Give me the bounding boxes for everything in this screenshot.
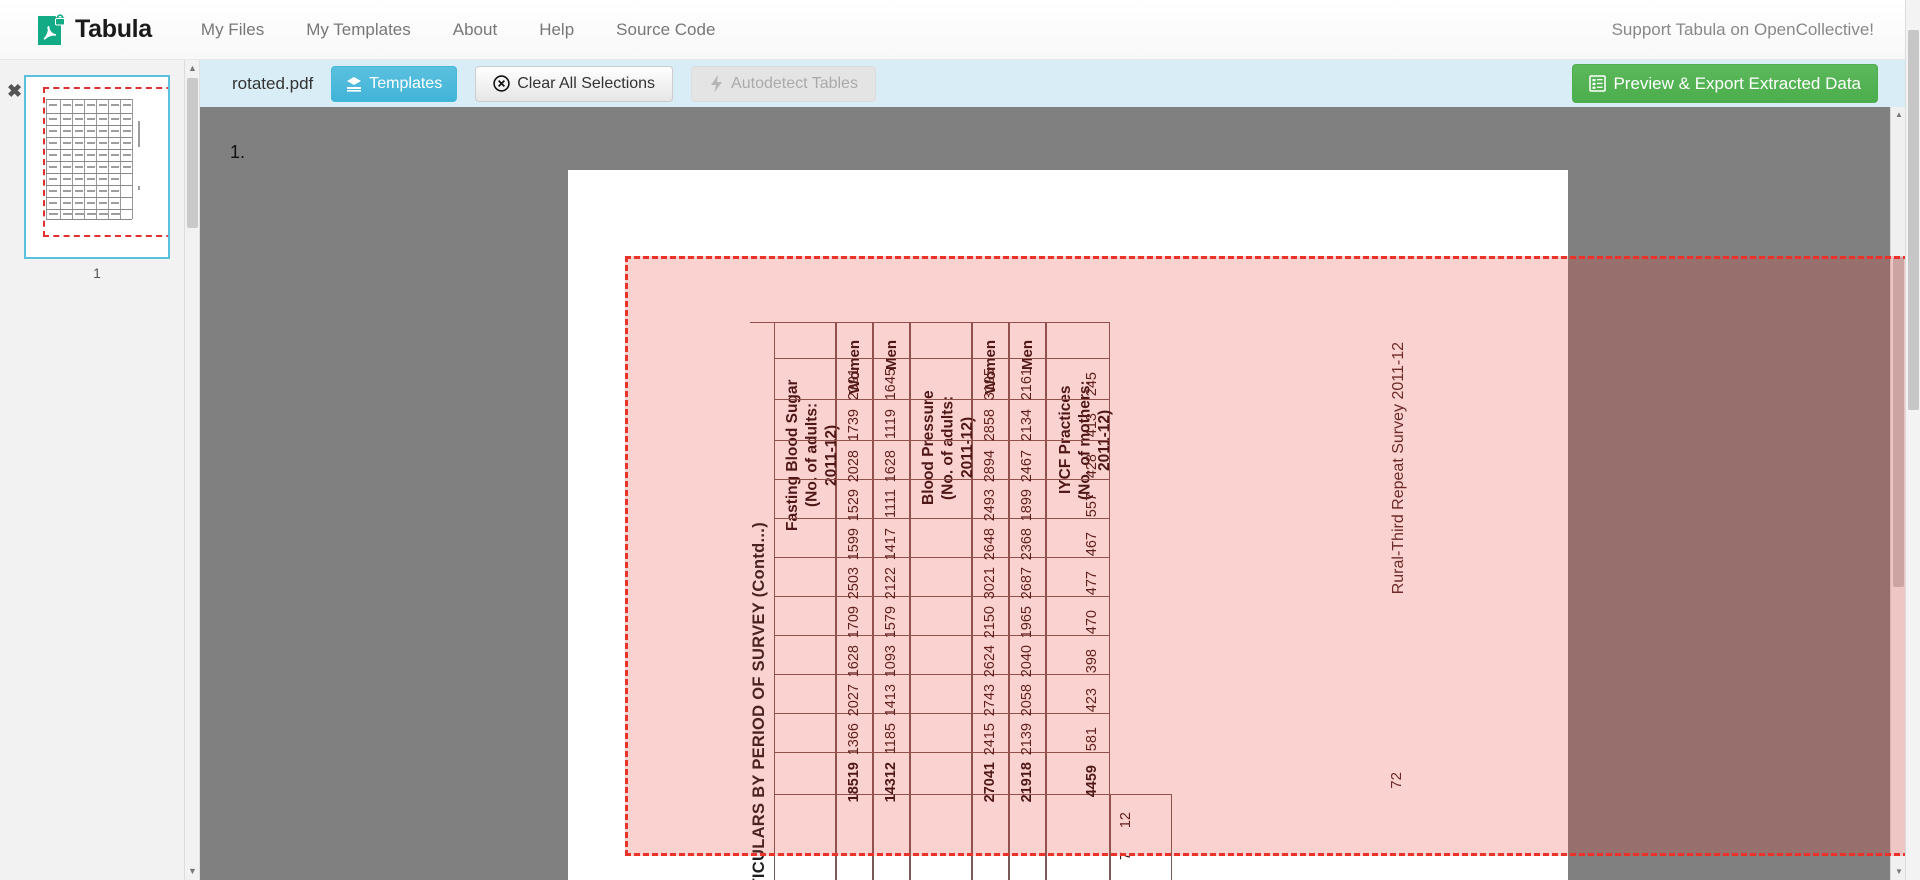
support-opencollective-link[interactable]: Support Tabula on OpenCollective! [1611, 19, 1874, 39]
table-selection-rect[interactable]: ✖ [625, 256, 1905, 856]
viewer-scroll-up-icon[interactable]: ▲ [1895, 110, 1903, 119]
pdf-lock-icon [36, 13, 66, 47]
sidebar-scroll-thumb[interactable] [187, 78, 198, 228]
subcol-fbs-men [873, 322, 910, 880]
viewer-scroll-thumb[interactable] [1893, 257, 1904, 587]
nav-links: My Files My Templates About Help Source … [180, 0, 736, 60]
thumbnail-preview-content [46, 91, 154, 233]
group-iycf-practices: IYCF Practices (No. of mothers: 2011-12) [1046, 322, 1113, 880]
thumbnail-wrap: 1 [24, 75, 170, 281]
nav-source-code[interactable]: Source Code [616, 19, 716, 39]
thumbnail-selection-rect [43, 87, 168, 237]
pdf-viewer: 1. PARTICULARS BY PERIOD OF SURVEY (Cont… [200, 107, 1905, 880]
window-scroll-thumb[interactable] [1908, 30, 1919, 410]
circle-x-icon [493, 75, 510, 92]
brand-logo-link[interactable]: Tabula [36, 13, 152, 47]
clear-all-selections-button[interactable]: Clear All Selections [475, 65, 674, 102]
group-blood-pressure: Blood Pressure (No. of adults: 2011-12) [910, 322, 976, 880]
thumbnail-sidebar: ✖ [0, 60, 200, 880]
page-index-label: 1. [230, 142, 246, 162]
autodetect-tables-button[interactable]: Autodetect Tables [691, 65, 876, 102]
pdf-page-canvas[interactable]: PARTICULARS BY PERIOD OF SURVEY (Contd..… [568, 170, 1568, 880]
window-scrollbar[interactable] [1905, 0, 1920, 880]
top-navbar: Tabula My Files My Templates About Help … [0, 0, 1920, 60]
nav-help[interactable]: Help [539, 19, 575, 39]
partial-bottom-group [1110, 794, 1172, 880]
subcol-bp-women [972, 322, 1009, 880]
viewer-scroll-down-icon[interactable]: ▼ [1895, 867, 1903, 876]
clear-all-selections-label: Clear All Selections [517, 74, 656, 92]
templates-button-label: Templates [369, 74, 443, 92]
subcol-fbs-women [836, 322, 873, 880]
page-thumbnail-1[interactable] [24, 75, 170, 259]
current-file-name: rotated.pdf [232, 73, 314, 93]
sidebar-scrollbar[interactable]: ▲ ▼ [184, 60, 199, 880]
preview-export-button[interactable]: Preview & Export Extracted Data [1572, 64, 1878, 103]
nav-my-templates[interactable]: My Templates [306, 19, 411, 39]
scroll-up-icon[interactable]: ▲ [188, 63, 197, 73]
action-toolbar: rotated.pdf Templates Clear All Selectio… [200, 60, 1905, 107]
autodetect-tables-label: Autodetect Tables [731, 74, 858, 92]
close-x-icon[interactable]: ✖ [7, 81, 23, 101]
subcol-bp-men [1009, 322, 1046, 880]
scroll-down-icon[interactable]: ▼ [188, 866, 197, 876]
template-stack-icon [346, 76, 362, 92]
list-report-icon [1589, 75, 1607, 92]
viewer-scrollbar[interactable]: ▲ ▼ [1890, 107, 1905, 880]
pdf-table: PARTICULARS BY PERIOD OF SURVEY (Contd..… [750, 322, 1566, 880]
templates-button[interactable]: Templates [331, 65, 458, 102]
lightning-bolt-icon [709, 75, 724, 92]
nav-about[interactable]: About [452, 19, 498, 39]
brand-title: Tabula [75, 15, 152, 43]
thumbnail-page-label: 1 [93, 265, 101, 281]
group-fasting-blood-sugar: Fasting Blood Sugar (No. of adults: 2011… [774, 322, 840, 880]
preview-export-label: Preview & Export Extracted Data [1613, 73, 1861, 93]
nav-my-files[interactable]: My Files [200, 19, 265, 39]
